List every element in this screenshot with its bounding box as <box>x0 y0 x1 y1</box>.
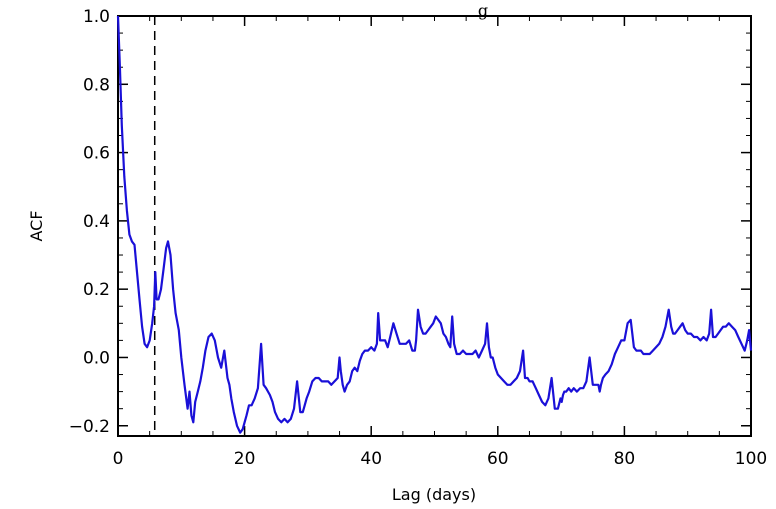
plot-frame <box>117 15 752 437</box>
x-axis-ticks: 0 20 40 60 80 100 <box>113 16 767 469</box>
y-tick-label: 0.0 <box>83 348 110 368</box>
x-tick-label: 0 <box>113 449 124 469</box>
x-axis-label: Lag (days) <box>392 485 476 504</box>
x-tick-label: 80 <box>614 449 636 469</box>
acf-series-line <box>116 15 753 434</box>
y-axis-label: ACF <box>27 210 46 241</box>
x-tick-label: 20 <box>234 449 256 469</box>
x-tick-label: 60 <box>487 449 509 469</box>
y-tick-label: 0.2 <box>83 280 110 300</box>
y-tick-label: 0.6 <box>83 144 110 164</box>
y-axis-ticks: −0.2 0.0 0.2 0.4 0.6 0.8 1.0 <box>69 7 751 437</box>
minor-ticks <box>118 16 751 436</box>
x-tick-label: 100 <box>735 449 767 469</box>
y-tick-label: −0.2 <box>69 417 110 437</box>
y-tick-label: 0.8 <box>83 75 110 95</box>
x-tick-label: 40 <box>360 449 382 469</box>
chart-title-fragment: g <box>478 1 488 20</box>
series-layer <box>116 15 753 434</box>
y-tick-label: 0.4 <box>83 212 110 232</box>
y-tick-label: 1.0 <box>83 7 110 27</box>
